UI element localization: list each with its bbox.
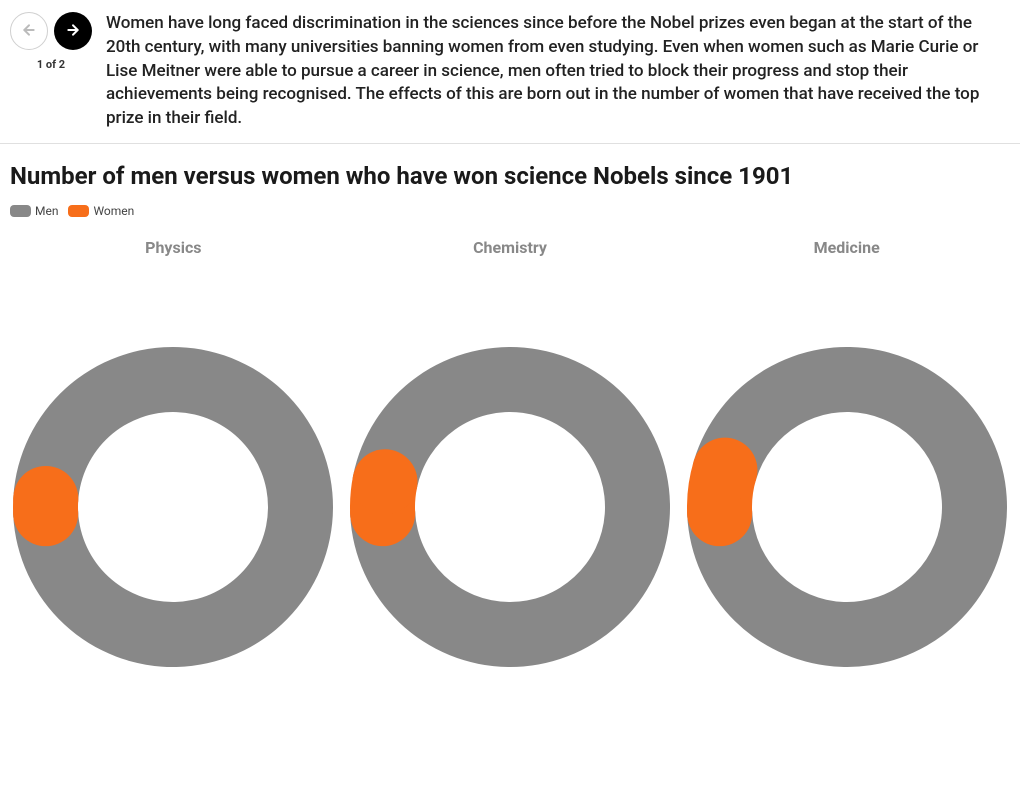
legend-label-women: Women: [93, 204, 134, 218]
arrow-right-icon: [65, 22, 81, 41]
category-label-chemistry: Chemistry: [473, 238, 547, 257]
donut-physics: [13, 347, 333, 667]
donut-medicine: [687, 347, 1007, 667]
content: Number of men versus women who have won …: [0, 144, 1020, 667]
chart-title: Number of men versus women who have won …: [10, 162, 1010, 190]
legend-item-men: Men: [10, 204, 58, 218]
category-label-medicine: Medicine: [814, 238, 880, 257]
nav-counter: 1 of 2: [37, 58, 65, 71]
category-label-physics: Physics: [145, 238, 201, 257]
header: 1 of 2 Women have long faced discriminat…: [0, 0, 1020, 144]
chart-col-chemistry: Chemistry: [347, 238, 674, 667]
nav-buttons: [10, 12, 92, 50]
chart-col-physics: Physics: [10, 238, 337, 667]
charts-row: Physics Chemistry Medicine: [10, 238, 1010, 667]
next-button[interactable]: [54, 12, 92, 50]
prev-button[interactable]: [10, 12, 48, 50]
intro-text: Women have long faced discrimination in …: [106, 12, 1010, 131]
legend-swatch-women: [68, 205, 89, 217]
legend: Men Women: [10, 204, 1010, 218]
donut-chemistry: [350, 347, 670, 667]
legend-item-women: Women: [68, 204, 134, 218]
arrow-left-icon: [21, 22, 37, 41]
chart-col-medicine: Medicine: [683, 238, 1010, 667]
legend-swatch-men: [10, 205, 31, 217]
legend-label-men: Men: [35, 204, 58, 218]
nav-column: 1 of 2: [10, 12, 92, 131]
